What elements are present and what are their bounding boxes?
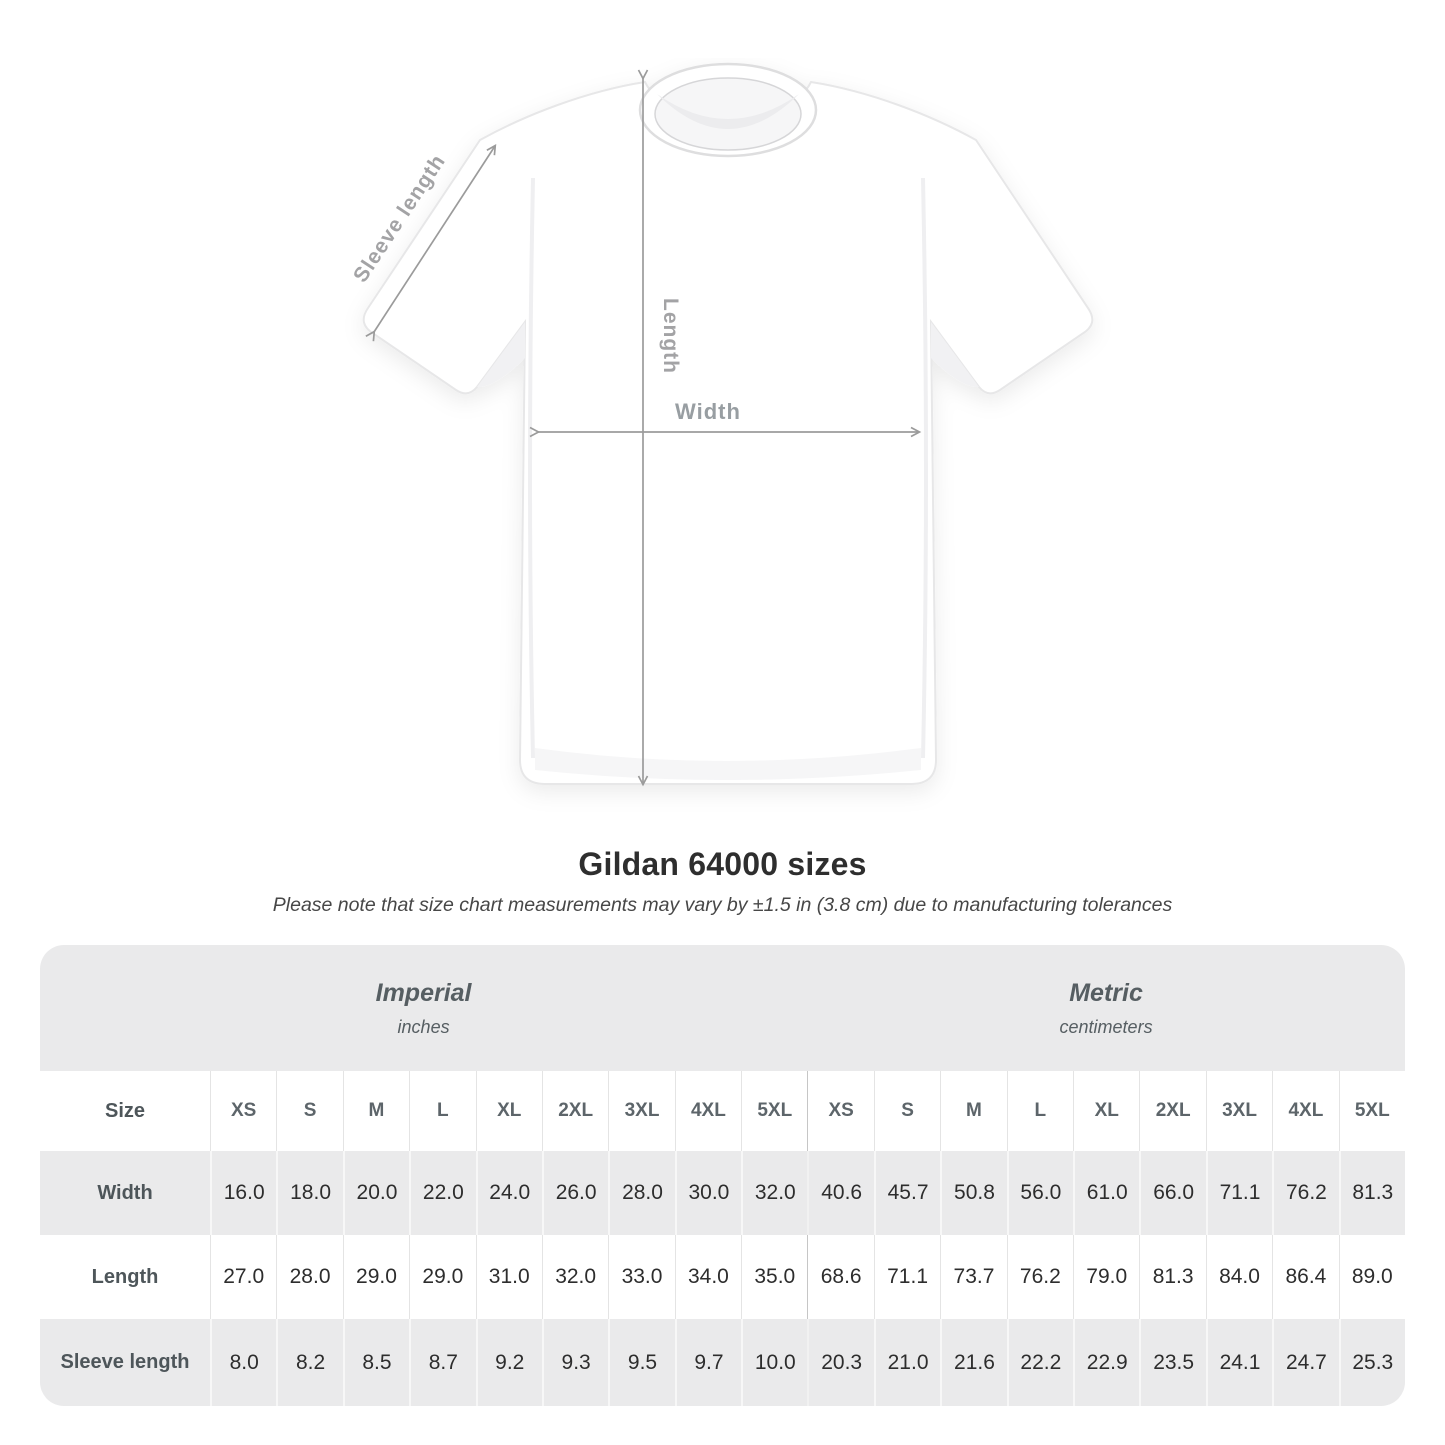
tshirt-graphic — [362, 62, 1094, 785]
value-cell: 8.7 — [409, 1319, 476, 1406]
value-cell: 9.7 — [674, 1319, 742, 1406]
size-col-header: S — [276, 1071, 343, 1151]
value-cell: 61.0 — [1073, 1151, 1140, 1235]
size-corner-label: Size — [40, 1071, 210, 1151]
unit-group-name: Metric — [1069, 978, 1143, 1007]
value-cell: 30.0 — [674, 1151, 742, 1235]
value-cell: 71.1 — [873, 1235, 941, 1319]
size-col-header: M — [342, 1071, 410, 1151]
unit-group-name: Imperial — [375, 978, 472, 1007]
value-cell: 84.0 — [1205, 1235, 1273, 1319]
size-col-header: XL — [475, 1071, 542, 1151]
value-cell: 35.0 — [741, 1235, 808, 1319]
tshirt-svg: Sleeve length Length Width — [349, 62, 1094, 787]
value-cell: 23.5 — [1139, 1319, 1206, 1406]
size-col-header: L — [1006, 1071, 1074, 1151]
value-cell: 79.0 — [1073, 1235, 1140, 1319]
size-col-header: XS — [807, 1071, 874, 1151]
row-label: Sleeve length — [40, 1319, 210, 1406]
value-cell: 76.2 — [1006, 1235, 1074, 1319]
value-cell: 16.0 — [210, 1151, 277, 1235]
value-cell: 28.0 — [276, 1235, 343, 1319]
value-cell: 24.7 — [1272, 1319, 1339, 1406]
value-cell: 22.0 — [409, 1151, 476, 1235]
value-cell: 73.7 — [940, 1235, 1007, 1319]
unit-header-band: Imperial inches Metric centimeters — [40, 945, 1405, 1071]
page-subtitle: Please note that size chart measurements… — [272, 894, 1173, 916]
value-cell: 32.0 — [541, 1235, 609, 1319]
size-col-header: 3XL — [608, 1071, 675, 1151]
value-cell: 22.9 — [1073, 1319, 1140, 1406]
value-cell: 18.0 — [276, 1151, 343, 1235]
size-col-header: 5XL — [741, 1071, 808, 1151]
unit-group-unit: centimeters — [1059, 1016, 1153, 1037]
value-cell: 20.3 — [807, 1319, 874, 1406]
value-cell: 25.3 — [1338, 1319, 1405, 1406]
value-cell: 9.5 — [608, 1319, 675, 1406]
value-cell: 27.0 — [210, 1235, 277, 1319]
value-cell: 68.6 — [807, 1235, 874, 1319]
size-col-header: 4XL — [1272, 1071, 1339, 1151]
value-cell: 8.0 — [210, 1319, 277, 1406]
value-cell: 29.0 — [342, 1235, 410, 1319]
value-cell: 56.0 — [1006, 1151, 1074, 1235]
value-cell: 89.0 — [1338, 1235, 1405, 1319]
page-title: Gildan 64000 sizes — [578, 846, 867, 882]
value-cell: 50.8 — [940, 1151, 1007, 1235]
value-cell: 71.1 — [1205, 1151, 1273, 1235]
size-col-header: 3XL — [1205, 1071, 1273, 1151]
value-cell: 24.0 — [475, 1151, 542, 1235]
value-cell: 9.3 — [541, 1319, 609, 1406]
value-cell: 8.2 — [276, 1319, 343, 1406]
value-cell: 31.0 — [475, 1235, 542, 1319]
value-cell: 29.0 — [409, 1235, 476, 1319]
value-cell: 21.0 — [873, 1319, 941, 1406]
size-table: Imperial inches Metric centimeters Size X… — [40, 945, 1405, 1406]
size-col-header: 4XL — [674, 1071, 742, 1151]
size-col-header: XS — [210, 1071, 277, 1151]
size-col-header: 2XL — [541, 1071, 609, 1151]
size-col-header: M — [940, 1071, 1007, 1151]
value-cell: 10.0 — [741, 1319, 808, 1406]
value-cell: 24.1 — [1205, 1319, 1273, 1406]
value-cell: 34.0 — [674, 1235, 742, 1319]
value-cell: 21.6 — [940, 1319, 1007, 1406]
width-label: Width — [675, 399, 741, 424]
value-cell: 32.0 — [741, 1151, 808, 1235]
unit-group-imperial: Imperial inches — [40, 945, 807, 1071]
row-label: Length — [40, 1235, 210, 1319]
value-cell: 28.0 — [608, 1151, 675, 1235]
value-cell: 81.3 — [1139, 1235, 1206, 1319]
value-cell: 22.2 — [1006, 1319, 1074, 1406]
unit-group-metric: Metric centimeters — [807, 945, 1405, 1071]
width-arrow: Width — [529, 399, 922, 438]
value-cell: 26.0 — [541, 1151, 609, 1235]
value-cell: 76.2 — [1272, 1151, 1339, 1235]
length-label: Length — [659, 298, 682, 374]
size-table-grid: Size XS S M L XL 2XL 3XL 4XL 5XL XS S M L XL 2XL 3XL 4XL 5… — [40, 1071, 1405, 1406]
value-cell: 20.0 — [342, 1151, 410, 1235]
row-label: Width — [40, 1151, 210, 1235]
unit-group-unit: inches — [397, 1016, 450, 1037]
tshirt-diagram: Sleeve length Length Width — [325, 58, 1115, 818]
value-cell: 86.4 — [1272, 1235, 1339, 1319]
value-cell: 33.0 — [608, 1235, 675, 1319]
value-cell: 9.2 — [475, 1319, 542, 1406]
size-col-header: 2XL — [1139, 1071, 1206, 1151]
value-cell: 81.3 — [1338, 1151, 1405, 1235]
value-cell: 66.0 — [1139, 1151, 1206, 1235]
size-col-header: S — [873, 1071, 941, 1151]
value-cell: 8.5 — [342, 1319, 410, 1406]
size-col-header: 5XL — [1338, 1071, 1405, 1151]
value-cell: 40.6 — [807, 1151, 874, 1235]
size-col-header: L — [409, 1071, 476, 1151]
size-col-header: XL — [1073, 1071, 1140, 1151]
value-cell: 45.7 — [873, 1151, 941, 1235]
